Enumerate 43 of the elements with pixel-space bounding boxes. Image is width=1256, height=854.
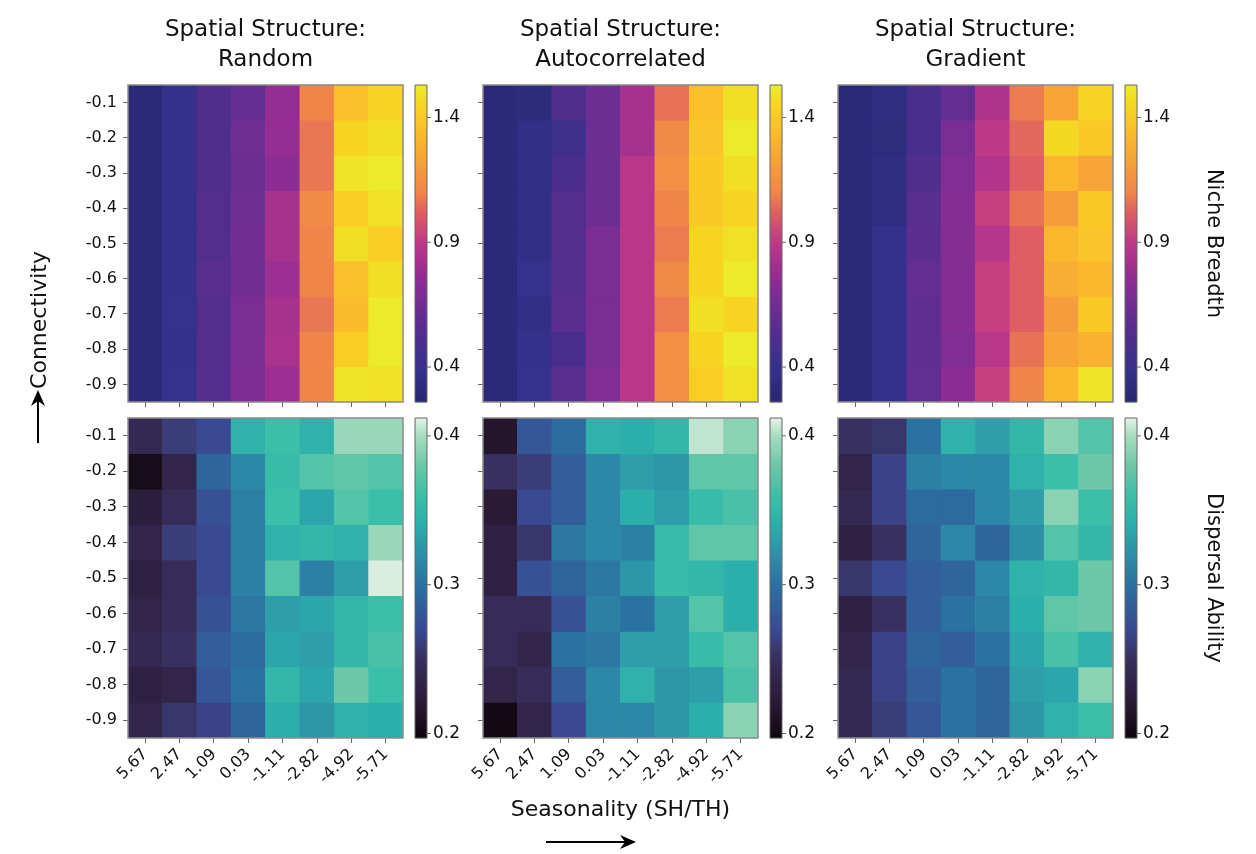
color-bar-label: 0.2 xyxy=(788,721,816,742)
color-bar-label: 1.4 xyxy=(433,105,461,126)
y-tick-label: -0.2 xyxy=(85,126,117,146)
y-tick-label: -0.7 xyxy=(85,638,117,658)
chart-title: Spatial Structure: Autocorrelated xyxy=(518,14,723,73)
y-tick-label: -0.5 xyxy=(85,567,117,587)
chart-title: Spatial Structure: Random xyxy=(163,14,368,73)
y-tick-label: -0.1 xyxy=(85,91,117,111)
y-tick-label: -0.9 xyxy=(85,373,117,393)
y-tick-label: -0.7 xyxy=(85,303,117,323)
color-bar-label: 0.4 xyxy=(1143,355,1171,376)
y-tick-label: -0.8 xyxy=(85,673,117,693)
color-bar-label: 0.4 xyxy=(433,424,461,445)
color-bar-label: 0.4 xyxy=(788,424,816,445)
y-tick-label: -0.6 xyxy=(85,602,117,622)
y-tick-label: -0.3 xyxy=(85,496,117,516)
color-bar-label: 0.2 xyxy=(433,721,461,742)
color-bar-label: 0.3 xyxy=(433,573,461,594)
color-bar-label: 0.3 xyxy=(788,573,816,594)
y-tick-label: -0.9 xyxy=(85,709,117,729)
y-tick-label: -0.4 xyxy=(85,531,117,551)
color-bar-label: 0.4 xyxy=(1143,424,1171,445)
y-tick-label: -0.6 xyxy=(85,267,117,287)
y-tick-label: -0.3 xyxy=(85,162,117,182)
color-bar-title: Dispersal Ability xyxy=(1202,492,1227,664)
color-bar-label: 0.4 xyxy=(788,355,816,376)
y-axis-title: Connectivity xyxy=(25,251,51,389)
color-bar-label: 0.9 xyxy=(788,230,816,251)
color-bar-label: 0.9 xyxy=(433,230,461,251)
color-bar-title: Niche Breadth xyxy=(1202,168,1227,319)
y-tick-label: -0.1 xyxy=(85,424,117,444)
color-bar-label: 0.9 xyxy=(1143,230,1171,251)
y-tick-label: -0.8 xyxy=(85,338,117,358)
color-bar-label: 1.4 xyxy=(788,105,816,126)
color-bar-label: 0.4 xyxy=(433,355,461,376)
color-bar-label: 1.4 xyxy=(1143,105,1171,126)
y-tick-label: -0.2 xyxy=(85,460,117,480)
y-tick-label: -0.4 xyxy=(85,197,117,217)
x-axis-title: Seasonality (SH/TH) xyxy=(510,795,731,821)
y-tick-label: -0.5 xyxy=(85,232,117,252)
color-bar-label: 0.3 xyxy=(1143,573,1171,594)
color-bar-label: 0.2 xyxy=(1143,721,1171,742)
chart-title: Spatial Structure: Gradient xyxy=(873,14,1078,73)
